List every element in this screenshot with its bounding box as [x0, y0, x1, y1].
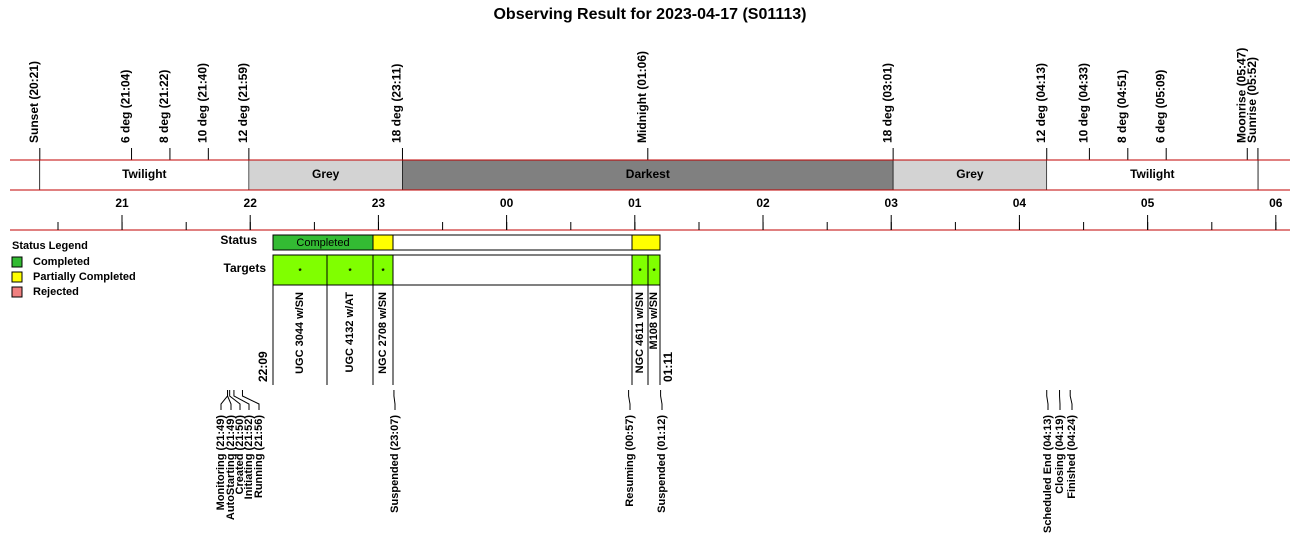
event-label: Moonrise (05:47): [1234, 48, 1248, 143]
period-band: [402, 159, 894, 191]
event-label: 6 deg (21:04): [119, 70, 133, 143]
event-line: [393, 390, 396, 410]
event-line: [233, 390, 250, 410]
event-line: [220, 390, 229, 410]
event-label: 8 deg (21:22): [157, 70, 171, 143]
event-line: [660, 390, 663, 410]
event-line: [229, 390, 241, 410]
legend-item: Rejected: [33, 286, 79, 298]
hour-label: 02: [756, 196, 770, 210]
event-line: [1046, 390, 1049, 410]
period-label: Twilight: [1130, 167, 1174, 181]
target-start: 22:09: [256, 351, 270, 382]
hour-label: 05: [1141, 196, 1155, 210]
target-marker: *: [298, 267, 302, 276]
legend-swatch: [11, 286, 23, 298]
legend-item: Completed: [33, 256, 90, 268]
event-label: 10 deg (04:33): [1077, 63, 1091, 143]
event-line: [241, 390, 260, 410]
period-label: Twilight: [122, 167, 166, 181]
hour-label: 22: [244, 196, 258, 210]
target-name: M108 w/SN: [648, 292, 660, 350]
event-label: Closing (04:19): [1054, 415, 1066, 494]
status-segment-label: Completed: [296, 237, 349, 249]
period-band: [248, 159, 403, 191]
event-label: Sunset (20:21): [27, 61, 41, 143]
hour-label: 03: [885, 196, 899, 210]
event-label: 18 deg (23:11): [390, 64, 404, 143]
legend-swatch: [11, 256, 23, 268]
event-label: Scheduled End (04:13): [1042, 415, 1054, 533]
target-end: 01:11: [661, 352, 675, 382]
event-label: Running (21:56): [253, 415, 265, 498]
hour-label: 21: [115, 196, 129, 210]
event-label: Suspended (01:12): [656, 415, 668, 513]
event-label: Created (21:50): [234, 415, 246, 495]
target-marker: *: [348, 267, 352, 276]
event-label: Initiating (21:52): [243, 415, 255, 500]
event-label: Suspended (23:07): [389, 415, 401, 513]
event-label: 10 deg (21:40): [196, 63, 210, 143]
target-name: NGC 2708 w/SN: [377, 292, 389, 374]
event-label: 18 deg (03:01): [880, 63, 894, 143]
period-band: [1046, 159, 1259, 191]
event-line: [1069, 390, 1073, 410]
event-label: Sunrise (05:52): [1245, 57, 1259, 143]
event-label: 12 deg (21:59): [236, 63, 250, 143]
event-label: Resuming (00:57): [624, 415, 636, 507]
period-band: [39, 159, 250, 191]
hour-label: 00: [500, 196, 514, 210]
target-name: UGC 4132 w/AT: [344, 292, 356, 373]
event-label: Midnight (01:06): [635, 51, 649, 143]
target-block: [372, 254, 394, 286]
target-block: [647, 254, 661, 286]
event-label: AutoStarting (21:49): [225, 415, 237, 520]
status-segment: [631, 234, 661, 251]
hour-label: 23: [372, 196, 386, 210]
target-name: NGC 4611 w/SN: [634, 292, 646, 373]
event-line: [227, 390, 232, 410]
event-label: Monitoring (21:49): [215, 415, 227, 511]
event-line: [628, 390, 631, 410]
period-label: Darkest: [626, 167, 670, 181]
event-label: Finished (04:24): [1066, 415, 1078, 499]
target-name: UGC 3044 w/SN: [294, 292, 306, 374]
event-label: 6 deg (05:09): [1153, 70, 1167, 143]
period-label: Grey: [956, 167, 984, 181]
legend-swatch: [11, 271, 23, 283]
targets-label: Targets: [224, 261, 267, 275]
title: Observing Result for 2023-04-17 (S01113): [493, 6, 806, 23]
legend-item: Partially Completed: [33, 271, 136, 283]
event-label: 8 deg (04:51): [1115, 70, 1129, 143]
event-label: 12 deg (04:13): [1034, 63, 1048, 143]
target-marker: *: [652, 267, 656, 276]
target-marker: *: [638, 267, 642, 276]
hour-label: 04: [1013, 196, 1027, 210]
period-band: [892, 159, 1048, 191]
period-label: Grey: [312, 167, 340, 181]
legend-title: Status Legend: [12, 240, 88, 252]
status-label: Status: [220, 233, 257, 247]
target-marker: *: [381, 267, 385, 276]
status-segment: [372, 234, 394, 251]
hour-label: 01: [628, 196, 642, 210]
hour-label: 06: [1269, 196, 1283, 210]
